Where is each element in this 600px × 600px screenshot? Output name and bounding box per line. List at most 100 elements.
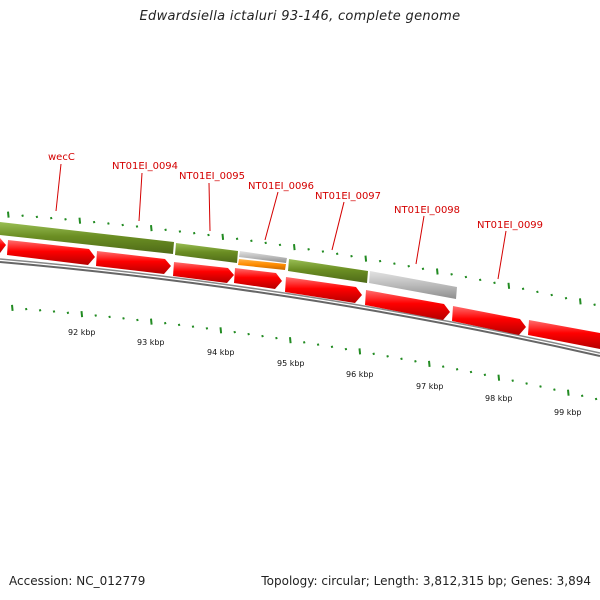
tick-label-93: 93 kbp <box>137 338 165 347</box>
tick-mark <box>358 348 362 355</box>
tick-mark <box>536 290 539 294</box>
tick-mark <box>207 233 210 237</box>
tick-mark <box>441 365 445 368</box>
tick-mark <box>94 314 97 317</box>
tick-mark <box>407 264 410 268</box>
tick-mark <box>192 231 196 235</box>
tick-mark <box>307 248 310 251</box>
tick-mark <box>414 360 417 363</box>
gene-NT01EI-0095-pseudo[interactable] <box>239 251 287 263</box>
tick-mark <box>11 304 14 311</box>
tick-mark <box>330 345 334 349</box>
tick-mark <box>302 341 306 344</box>
gene-label-0096: NT01EI_0096 <box>248 181 314 192</box>
inner-ticks <box>11 304 598 401</box>
tick-mark <box>579 298 582 305</box>
gene-label-0098: NT01EI_0098 <box>394 205 460 216</box>
gene-wecC-forward[interactable] <box>0 222 174 254</box>
gene-label-0099: NT01EI_0099 <box>477 220 543 231</box>
tick-mark <box>24 307 28 311</box>
tick-label-98: 98 kbp <box>485 394 513 403</box>
tick-label-99: 99 kbp <box>554 408 582 417</box>
tick-mark <box>464 275 468 279</box>
tick-mark <box>163 321 167 325</box>
tick-mark <box>66 311 70 315</box>
tick-mark <box>289 337 292 344</box>
tick-mark <box>550 293 553 297</box>
tick-mark <box>177 323 181 327</box>
tick-mark <box>521 287 525 291</box>
tick-mark <box>469 370 473 374</box>
tick-mark <box>80 311 84 318</box>
genome-summary: Topology: circular; Length: 3,812,315 bp… <box>261 574 591 588</box>
tick-mark <box>108 315 111 319</box>
tick-mark <box>52 310 56 313</box>
gene-label-0097: NT01EI_0097 <box>315 191 381 202</box>
gene-arrow-6[interactable] <box>365 290 450 320</box>
tick-mark <box>221 233 225 240</box>
tick-mark <box>507 282 511 289</box>
tick-mark <box>92 220 96 224</box>
tick-mark <box>428 360 431 367</box>
tick-mark <box>21 214 24 217</box>
tick-mark <box>122 317 125 320</box>
kbp-labels: 92 kbp 93 kbp 94 kbp 95 kbp 96 kbp 97 kb… <box>68 328 582 417</box>
tick-mark <box>38 309 42 312</box>
gene-arrow-5[interactable] <box>285 277 362 303</box>
tick-mark <box>316 343 320 346</box>
tick-mark <box>344 347 348 351</box>
forward-strand-genes <box>0 222 457 299</box>
tick-mark <box>250 239 253 243</box>
tick-mark <box>593 303 596 306</box>
tick-mark <box>78 217 82 224</box>
tick-mark <box>178 230 182 233</box>
tick-label-97: 97 kbp <box>416 382 444 391</box>
gene-arrow-0[interactable] <box>0 238 6 253</box>
gene-NT01EI-0094[interactable] <box>175 243 238 263</box>
tick-mark <box>335 252 339 256</box>
tick-mark <box>233 330 236 334</box>
tick-mark <box>478 278 482 282</box>
tick-mark <box>455 368 459 371</box>
tick-mark <box>191 325 195 328</box>
tick-mark <box>483 373 487 377</box>
gene-label-0094: NT01EI_0094 <box>112 161 178 172</box>
tick-mark <box>564 296 568 300</box>
label-leaders <box>55 163 507 280</box>
gene-NT01EI-0095-rna[interactable] <box>238 259 286 270</box>
tick-mark <box>400 357 403 361</box>
tick-mark <box>497 374 501 381</box>
outer-ticks <box>7 211 596 306</box>
tick-mark <box>264 241 267 245</box>
reverse-strand-genes <box>0 238 600 349</box>
tick-mark <box>393 262 396 265</box>
tick-mark <box>135 225 139 228</box>
tick-mark <box>150 225 153 232</box>
gene-arrow-1[interactable] <box>7 240 95 265</box>
tick-mark <box>421 267 425 271</box>
tick-label-96: 96 kbp <box>346 370 374 379</box>
gene-arrow-8[interactable] <box>528 320 600 349</box>
tick-mark <box>247 332 250 336</box>
tick-mark <box>235 237 239 241</box>
tick-mark <box>49 216 53 220</box>
tick-mark <box>386 355 389 358</box>
tick-mark <box>525 382 528 385</box>
tick-mark <box>107 222 110 225</box>
tick-mark <box>580 394 584 398</box>
gene-arrow-2[interactable] <box>96 251 171 274</box>
gene-arrow-3[interactable] <box>173 262 234 283</box>
gene-NT01EI-0096[interactable] <box>288 259 368 283</box>
tick-mark <box>205 327 209 330</box>
tick-mark <box>275 336 278 340</box>
gene-labels: wecC NT01EI_0094 NT01EI_0095 NT01EI_0096… <box>48 152 543 231</box>
tick-mark <box>493 281 496 285</box>
tick-mark <box>321 250 325 253</box>
gene-arrow-7[interactable] <box>452 306 526 335</box>
gene-arrow-4[interactable] <box>234 268 282 289</box>
tick-mark <box>164 228 167 232</box>
tick-mark <box>350 254 353 258</box>
gene-NT01EI-0097-pseudo[interactable] <box>369 271 457 299</box>
tick-mark <box>261 334 264 338</box>
